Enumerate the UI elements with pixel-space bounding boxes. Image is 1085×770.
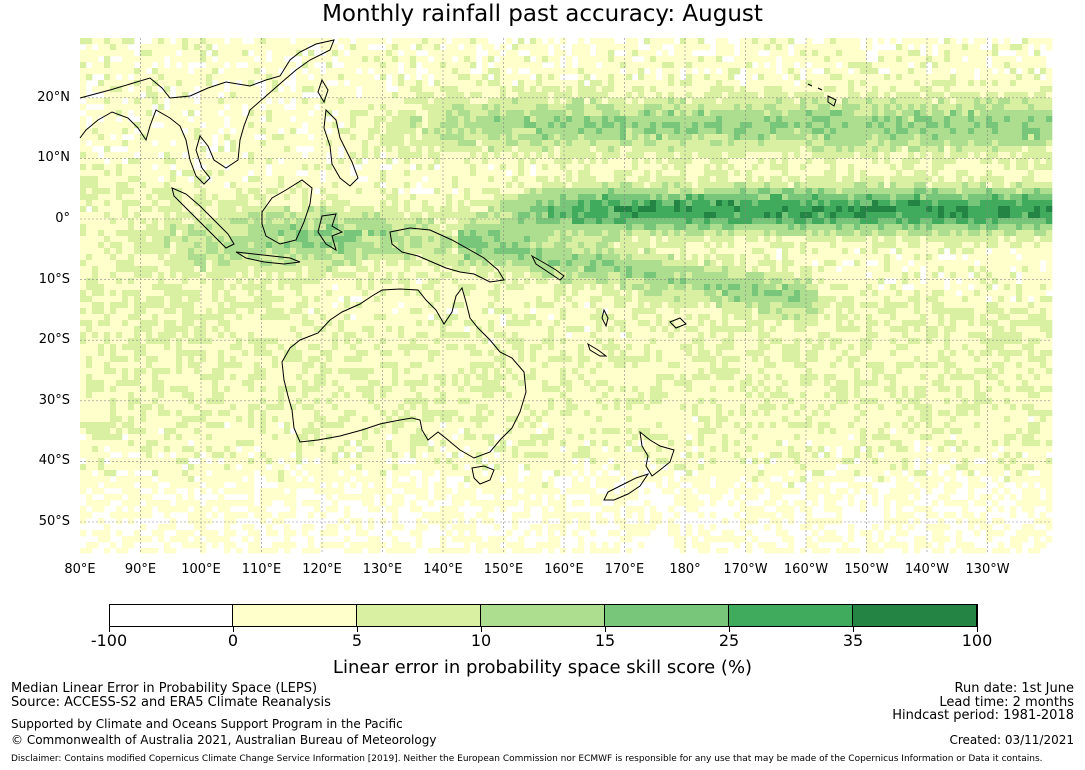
colorbar-tick-label: 35 [842, 631, 864, 650]
map-gridlines [80, 38, 1050, 553]
lat-tick-label: 0° [55, 211, 70, 226]
skill-heatmap-layer [80, 38, 1053, 554]
coastline-philippines [323, 108, 359, 187]
coastline-nz-south [603, 473, 650, 501]
colorbar-title: Linear error in probability space skill … [332, 657, 753, 678]
coastline-fiji [669, 317, 687, 329]
coastline-nz-north [639, 430, 675, 477]
colorbar-tick-label: 5 [351, 631, 363, 650]
lon-tick-label: 160°E [544, 562, 584, 577]
colorbar-bin [357, 604, 481, 627]
lon-tick-label: 160°W [783, 562, 829, 577]
lon-tick-label: 110°E [241, 562, 282, 577]
colorbar-tick [481, 627, 482, 632]
colorbar-tick [853, 627, 854, 632]
lat-tick-label: 50°S [38, 514, 70, 529]
lon-tick-label: 140°E [423, 562, 463, 577]
lon-tick-label: 120°E [302, 562, 342, 577]
colorbar-tick [605, 627, 606, 632]
coastline-borneo [261, 179, 313, 245]
coastline-java [235, 251, 301, 265]
lead-time-label: Lead time: 2 months [939, 695, 1074, 710]
colorbar-bin [233, 604, 357, 627]
lat-tick-label: 20°N [37, 89, 70, 105]
coastline-tasmania [471, 465, 495, 485]
colorbar-frame [109, 604, 978, 627]
lon-tick-label: 170°W [723, 562, 768, 577]
colorbar-tick-label: 0 [227, 631, 239, 650]
colorbar-tick-label: 100 [961, 631, 993, 650]
created-label: Created: 03/11/2021 [949, 733, 1074, 747]
skill-map [79, 38, 1053, 554]
coastline-taiwan [317, 78, 329, 104]
colorbar-bin [853, 604, 977, 627]
colorbar-bin [481, 604, 605, 627]
colorbar-bin [109, 604, 233, 627]
lon-tick-label: 150°E [483, 562, 524, 577]
lon-tick-label: 100°E [181, 562, 221, 577]
lat-tick-label: 20°S [38, 332, 70, 348]
run-date-label: Run date: 1st June [954, 681, 1074, 696]
coastline-layer [79, 39, 837, 501]
support-label: Supported by Climate and Oceans Support … [11, 717, 403, 731]
colorbar-tick-label: 15 [594, 631, 616, 650]
colorbar-tick-label: 25 [718, 631, 740, 650]
coastline-new-caledonia [587, 342, 608, 357]
disclaimer: Disclaimer: Contains modified Copernicus… [11, 754, 1043, 764]
lat-tick-label: 10°N [37, 150, 70, 166]
coastline-australia [281, 286, 527, 459]
coastline-se-asia [79, 39, 335, 185]
lon-tick-label: 80°E [64, 562, 96, 577]
coastline-new-guinea [389, 227, 505, 283]
colorbar-bin [605, 604, 729, 627]
colorbar-tick [233, 627, 234, 632]
hindcast-label: Hindcast period: 1981-2018 [892, 708, 1074, 723]
colorbar-tick [977, 627, 978, 632]
lon-tick-label: 180° [669, 562, 701, 577]
lon-tick-label: 170°E [604, 562, 645, 577]
lat-tick-label: 30°S [38, 392, 70, 408]
coastline-solomons [530, 254, 565, 281]
lat-tick-label: 10°S [38, 271, 70, 287]
lon-tick-label: 130°W [965, 562, 1010, 577]
colorbar-tick [729, 627, 730, 632]
chart-title: Monthly rainfall past accuracy: August [322, 1, 763, 27]
lon-tick-label: 130°E [362, 562, 403, 577]
lon-tick-label: 150°W [844, 562, 889, 577]
colorbar-tick-label: -100 [90, 631, 128, 650]
coastline-sumatra [171, 187, 235, 249]
source-label: Source: ACCESS-S2 and ERA5 Climate Reana… [11, 695, 331, 710]
method-label: Median Linear Error in Probability Space… [11, 681, 318, 696]
lon-tick-label: 90°E [124, 562, 157, 577]
colorbar-bin [729, 604, 853, 627]
coastline-vanuatu [601, 308, 609, 328]
colorbar-tick [357, 627, 358, 632]
lat-tick-label: 40°S [38, 453, 70, 469]
coastline-hawaii [807, 83, 837, 107]
colorbar-tick [109, 627, 110, 632]
coastline-sulawesi [317, 213, 344, 252]
lon-tick-label: 140°W [904, 562, 950, 577]
copyright-label: © Commonwealth of Australia 2021, Austra… [11, 733, 437, 747]
colorbar-tick-label: 10 [470, 631, 492, 650]
